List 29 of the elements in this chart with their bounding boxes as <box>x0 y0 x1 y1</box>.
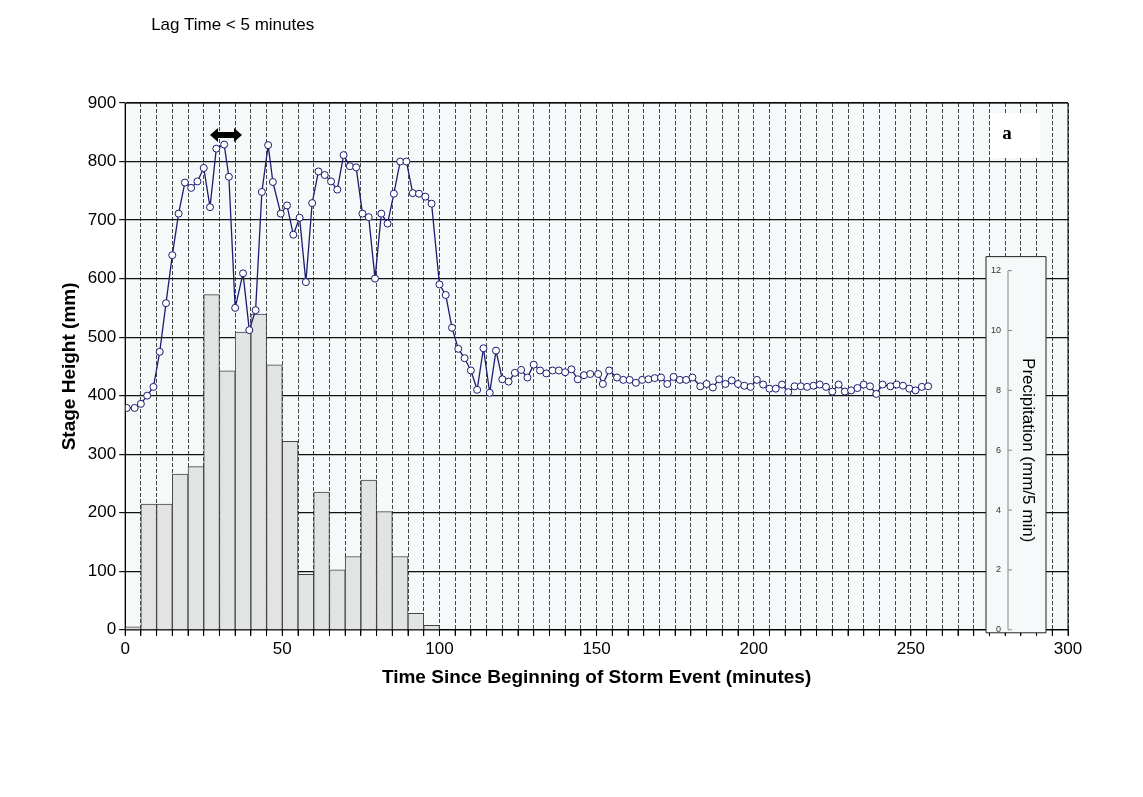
y-axis-title: Stage Height (mm) <box>57 282 79 451</box>
x-tick-label: 100 <box>425 638 454 658</box>
y-tick-label: 900 <box>87 92 117 112</box>
y2-tick-label: 12 <box>990 265 1001 276</box>
y-tick-label: 800 <box>87 151 117 171</box>
y2-tick-label: 8 <box>995 384 1001 395</box>
x-tick-label: 300 <box>1053 638 1083 658</box>
y2-tick-label: 6 <box>995 444 1001 455</box>
x-tick-label: 50 <box>272 638 292 658</box>
y-tick-label: 400 <box>87 385 117 405</box>
x-tick-label: 250 <box>896 638 926 658</box>
x-axis-title: Time Since Beginning of Storm Event (minutes) <box>381 665 812 687</box>
y2-tick-label: 4 <box>995 504 1001 515</box>
x-tick-label: 150 <box>582 638 611 658</box>
y2-tick-label: 10 <box>990 324 1001 335</box>
text: Lag Time < 5 minutes <box>151 14 315 34</box>
y-tick-label: 600 <box>87 268 117 288</box>
y2-tick-label: 2 <box>995 564 1001 575</box>
y-tick-label: 200 <box>87 502 117 522</box>
x-tick-label: 0 <box>120 638 130 658</box>
y2-tick-label: 0 <box>995 624 1001 635</box>
y-tick-label: 100 <box>87 560 117 580</box>
x-tick-label: 200 <box>739 638 768 658</box>
y2-axis-title: Precipitation (mm/5 min) <box>1019 358 1039 543</box>
y-tick-label: 0 <box>106 619 117 639</box>
y-tick-label: 500 <box>87 326 117 346</box>
annotation: a <box>1002 121 1013 143</box>
y-tick-label: 700 <box>87 209 117 229</box>
y-tick-label: 300 <box>87 443 117 463</box>
